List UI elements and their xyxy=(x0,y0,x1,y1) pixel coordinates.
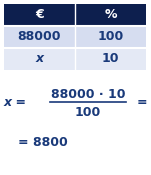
Text: x =: x = xyxy=(4,96,27,110)
Text: 10: 10 xyxy=(102,52,119,65)
Bar xyxy=(75,48,146,70)
Text: 100: 100 xyxy=(75,107,101,120)
Bar xyxy=(4,26,75,48)
Bar xyxy=(4,4,75,26)
Text: 100: 100 xyxy=(97,30,124,44)
Text: x: x xyxy=(35,52,43,65)
Text: €: € xyxy=(35,9,44,22)
Bar xyxy=(75,4,146,26)
Text: 88000: 88000 xyxy=(18,30,61,44)
Bar xyxy=(4,48,75,70)
Text: =: = xyxy=(136,96,147,110)
Text: %: % xyxy=(104,9,117,22)
Text: = 8800: = 8800 xyxy=(18,136,68,149)
Text: 88000 · 10: 88000 · 10 xyxy=(51,88,125,100)
Bar xyxy=(75,26,146,48)
